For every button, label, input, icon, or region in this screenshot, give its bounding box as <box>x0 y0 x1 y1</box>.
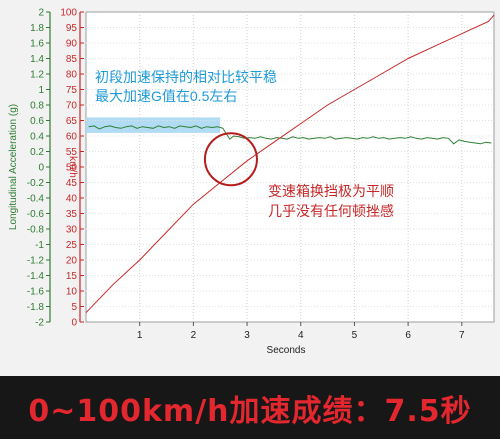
left-tick-label: -1.6 <box>27 287 45 298</box>
left-tick-label: 0.8 <box>30 101 44 112</box>
right-tick-label: 40 <box>66 194 78 205</box>
right-tick-label: 70 <box>66 101 78 112</box>
x-tick-label: 2 <box>191 330 197 341</box>
left-tick-label: -1.2 <box>27 256 45 267</box>
left-tick-label: 1.6 <box>30 39 44 50</box>
left-tick-label: -0.6 <box>27 209 45 220</box>
x-tick-label: 1 <box>137 330 143 341</box>
left-tick-label: 1.4 <box>30 54 44 65</box>
right-tick-label: 15 <box>66 271 78 282</box>
left-tick-label: -0.2 <box>27 178 45 189</box>
left-tick-label: 0.2 <box>30 147 44 158</box>
right-tick-label: 0 <box>71 318 77 329</box>
left-tick-label: 0.6 <box>30 116 44 127</box>
right-tick-label: 30 <box>66 225 78 236</box>
right-tick-label: 80 <box>66 70 78 81</box>
left-tick-label: 1 <box>38 85 44 96</box>
x-axis-label: Seconds <box>267 345 306 356</box>
x-tick-label: 4 <box>298 330 304 341</box>
left-axis-label: Longitudinal Acceleration (g) <box>8 104 19 230</box>
right-tick-label: 75 <box>66 85 78 96</box>
right-tick-label: 50 <box>66 163 78 174</box>
left-tick-label: -1.4 <box>27 271 45 282</box>
left-tick-label: 0 <box>38 163 44 174</box>
x-tick-label: 7 <box>459 330 465 341</box>
annotation-right-line1: 变速箱换挡极为平顺 <box>268 183 394 199</box>
left-tick-label: -0.8 <box>27 225 45 236</box>
x-tick-label: 6 <box>405 330 411 341</box>
x-tick-label: 3 <box>244 330 250 341</box>
right-tick-label: 60 <box>66 132 78 143</box>
left-tick-label: 1.2 <box>30 70 44 81</box>
early-acceleration-highlight <box>86 117 221 133</box>
left-tick-label: -1.8 <box>27 302 45 313</box>
left-tick-label: 0.4 <box>30 132 44 143</box>
right-tick-label: 35 <box>66 209 78 220</box>
right-tick-label: 10 <box>66 287 78 298</box>
annotation-right-line2: 几乎没有任何顿挫感 <box>268 203 394 219</box>
right-tick-label: 65 <box>66 116 78 127</box>
acceleration-series-line <box>88 125 492 145</box>
x-tick-label: 5 <box>352 330 358 341</box>
left-tick-label: 1.8 <box>30 23 44 34</box>
right-tick-label: 25 <box>66 240 78 251</box>
right-tick-label: 55 <box>66 147 78 158</box>
left-tick-label: 2 <box>38 8 44 19</box>
right-tick-label: 100 <box>60 8 77 19</box>
right-axis-label: km/h <box>67 156 78 178</box>
annotation-top-left-line2: 最大加速G值在0.5左右 <box>95 88 237 104</box>
right-tick-label: 45 <box>66 178 78 189</box>
annotation-top-left-line1: 初段加速保持的相对比较平稳 <box>95 69 277 85</box>
result-banner: 0~100km/h加速成绩：7.5秒 <box>0 376 500 439</box>
right-tick-label: 20 <box>66 256 78 267</box>
left-tick-label: -2 <box>35 318 44 329</box>
speed-series-line <box>85 14 495 314</box>
left-tick-label: -0.4 <box>27 194 45 205</box>
right-tick-label: 85 <box>66 54 78 65</box>
acceleration-chart: 2 1.8 1.6 1.4 1.2 1 0.8 0.6 0.4 0.2 0 -0.2 -0.4 -0.6 -… <box>8 8 495 356</box>
right-tick-label: 90 <box>66 39 78 50</box>
left-tick-label: -1 <box>35 240 44 251</box>
right-tick-label: 95 <box>66 23 78 34</box>
gear-shift-marker <box>203 132 258 187</box>
banner-text: 0~100km/h加速成绩：7.5秒 <box>28 393 472 429</box>
right-tick-label: 5 <box>71 302 77 313</box>
